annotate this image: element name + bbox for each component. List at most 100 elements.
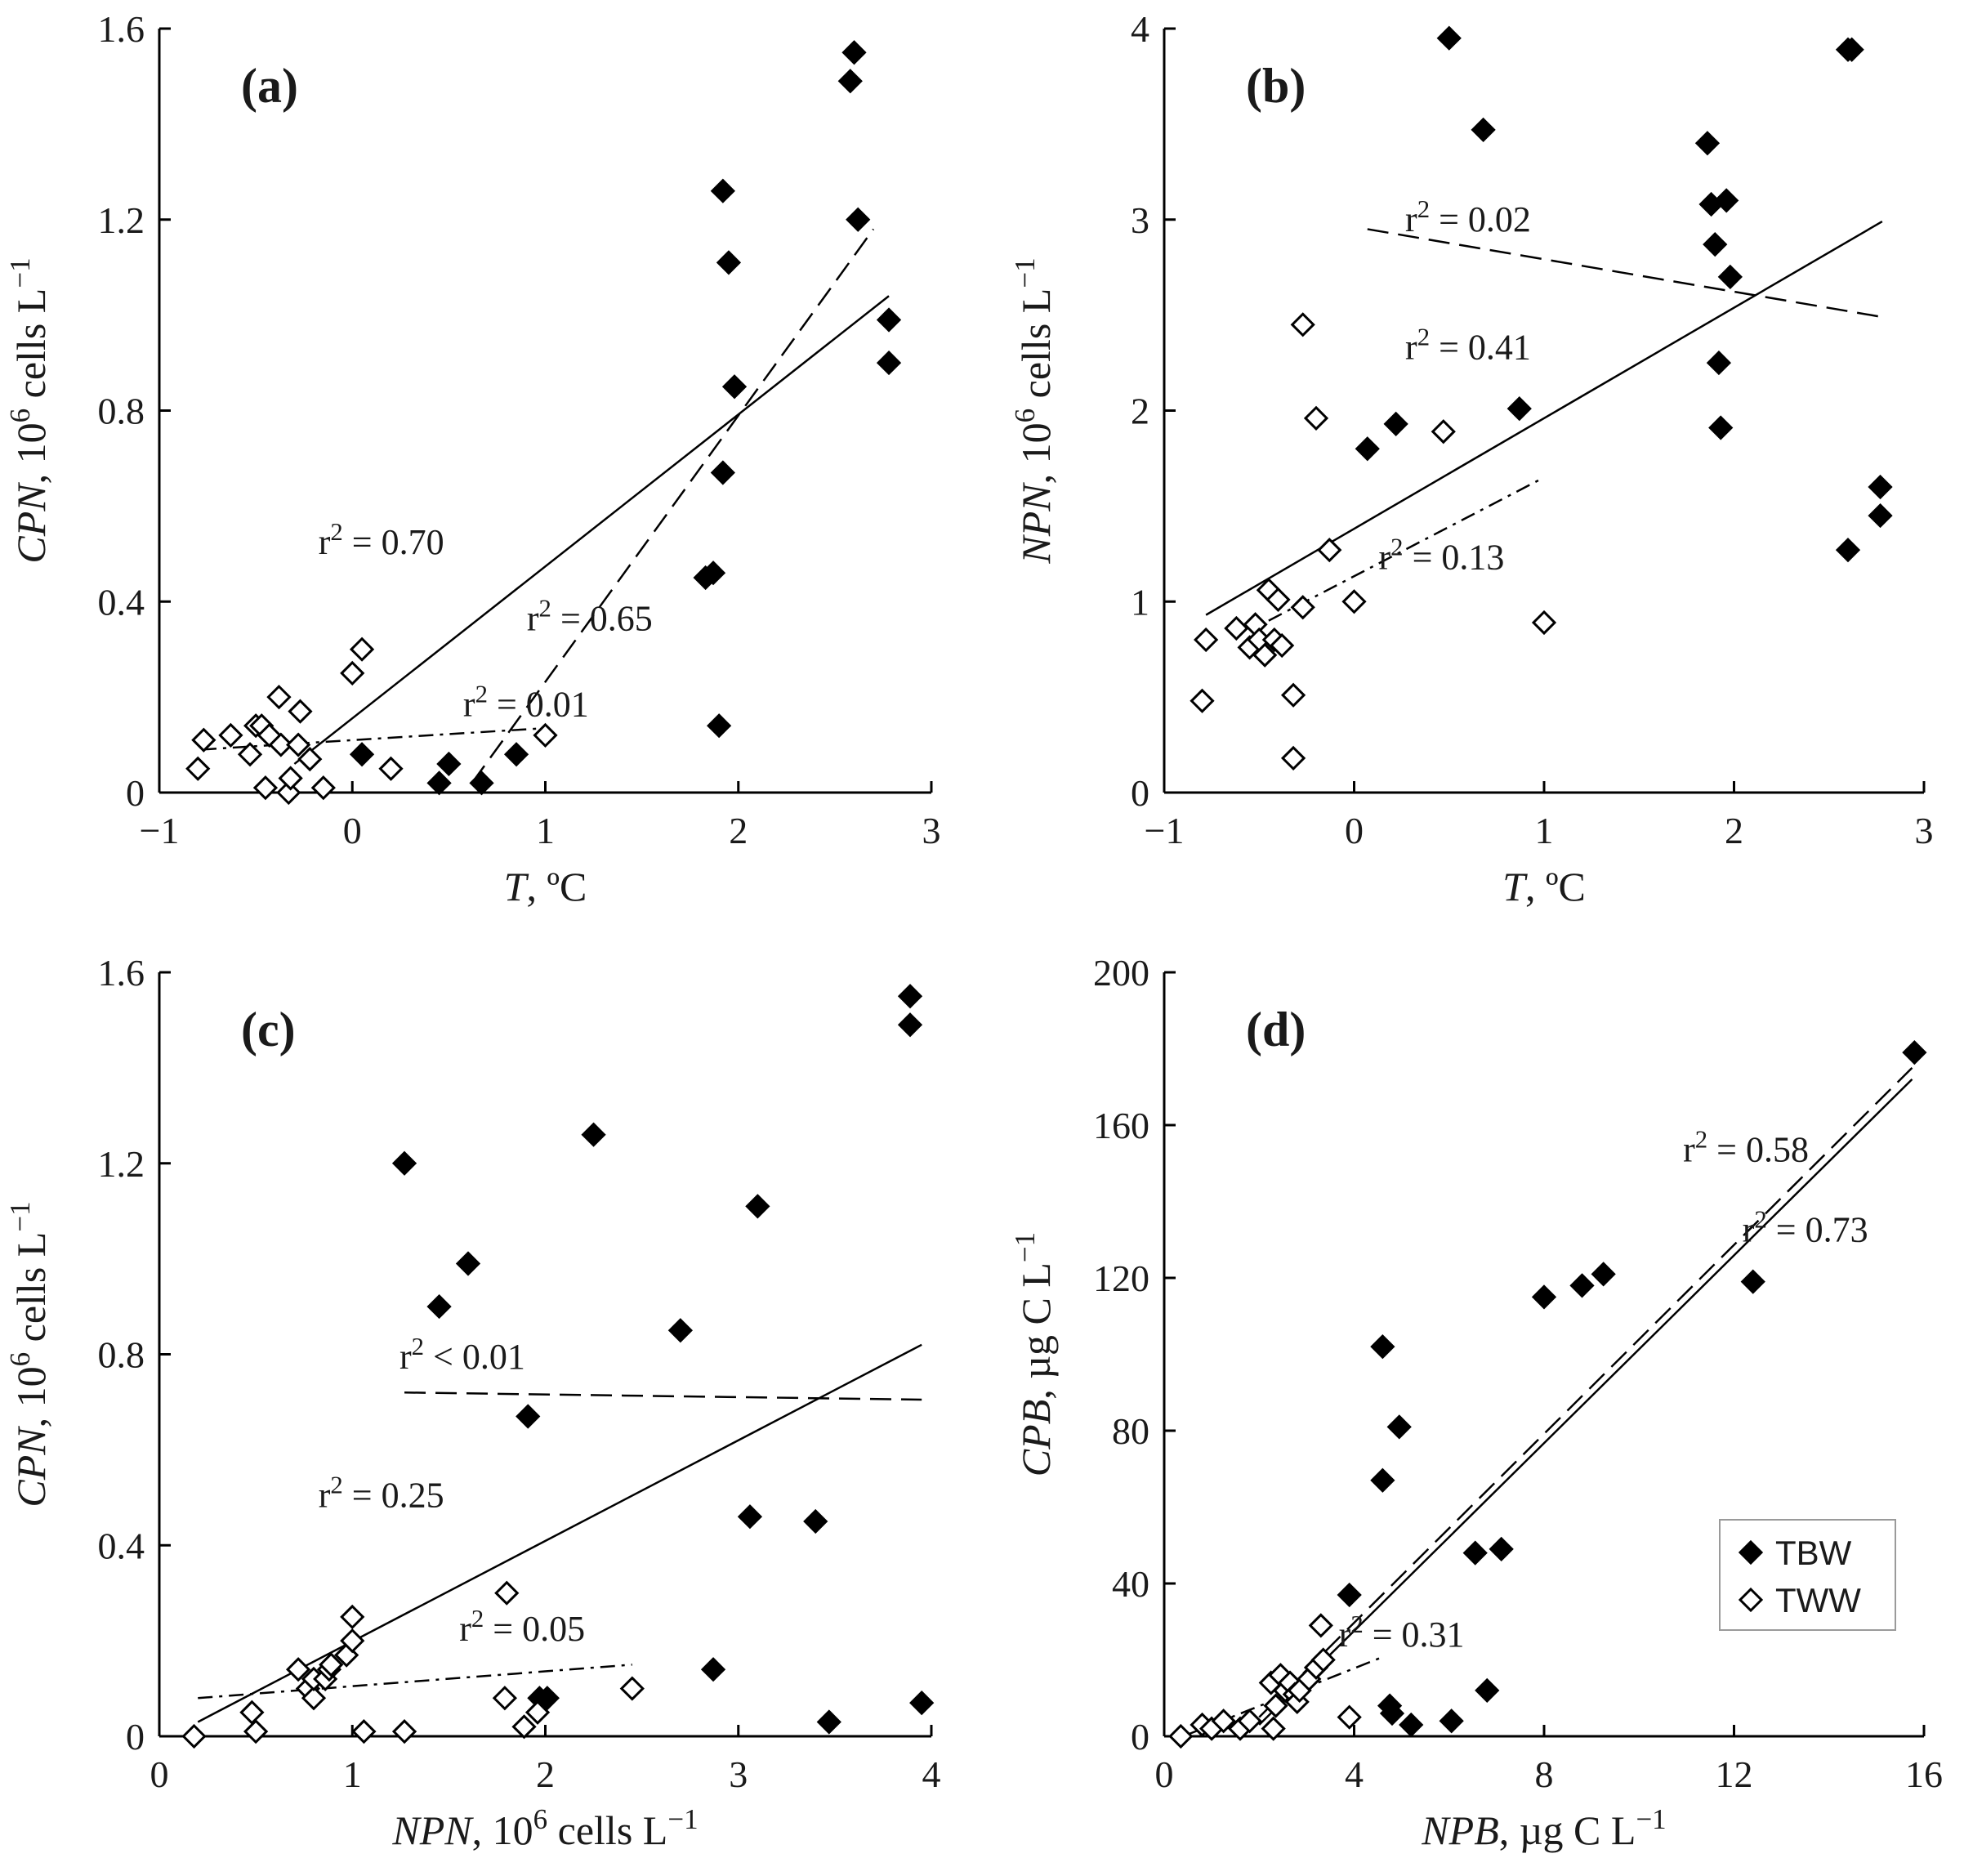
data-point-tbw <box>581 1122 606 1147</box>
x-axis-label: NPB, µg C L−1 <box>1421 1803 1666 1854</box>
data-point-tww <box>1263 1693 1288 1718</box>
data-point-tbw <box>837 69 863 94</box>
data-point-tbw <box>1399 1712 1424 1738</box>
fit-line-dashed <box>471 228 875 784</box>
x-tick-label: 2 <box>1725 810 1743 851</box>
data-point-tww <box>378 756 404 781</box>
y-tick-label: 1.6 <box>98 8 145 50</box>
data-point-tww <box>1337 1704 1362 1730</box>
data-point-tbw <box>1383 411 1408 436</box>
y-axis-label: CPN, 106 cells L−1 <box>4 257 55 563</box>
data-point-tww <box>310 775 336 801</box>
data-point-tww <box>1431 419 1456 444</box>
data-point-tww <box>340 1604 365 1630</box>
data-point-tbw <box>1569 1273 1595 1298</box>
fit-line-dashdot <box>198 1664 632 1700</box>
y-tick-label: 2 <box>1131 391 1149 432</box>
data-point-tww <box>288 699 313 724</box>
data-point-tww <box>349 636 375 662</box>
data-point-tbw <box>700 561 726 586</box>
data-point-tbw <box>737 1504 763 1530</box>
data-point-tww <box>181 1723 207 1749</box>
data-point-tww <box>1265 587 1291 613</box>
data-point-tww <box>1194 627 1219 653</box>
data-point-tww <box>494 1580 520 1606</box>
data-point-tbw <box>436 751 462 777</box>
y-tick-label: 160 <box>1093 1105 1149 1146</box>
data-point-tbw <box>716 250 742 275</box>
x-tick-label: 8 <box>1535 1753 1554 1795</box>
data-point-tww <box>1310 1647 1336 1673</box>
x-tick-label: 0 <box>150 1753 169 1795</box>
r2-label: r2 = 0.05 <box>459 1605 585 1649</box>
data-point-tbw <box>1370 1467 1395 1493</box>
data-point-tbw <box>1370 1334 1395 1360</box>
data-point-tbw <box>710 460 735 485</box>
data-point-tww <box>1211 1708 1236 1734</box>
data-point-tww <box>185 756 211 781</box>
panel-label: (c) <box>241 1003 296 1056</box>
x-tick-label: 0 <box>1155 1753 1174 1795</box>
data-point-tbw <box>1706 350 1732 376</box>
data-point-tww <box>1237 1708 1262 1734</box>
data-point-tww <box>278 766 303 791</box>
data-point-tbw <box>1355 436 1380 462</box>
data-point-tww <box>237 742 263 767</box>
data-point-tww <box>243 1719 269 1744</box>
data-point-tbw <box>1591 1262 1616 1287</box>
data-point-tbw <box>909 1690 935 1716</box>
fit-line-solid <box>1258 1079 1913 1726</box>
data-point-tww <box>285 732 311 757</box>
x-tick-label: −1 <box>1145 810 1185 851</box>
data-point-tww <box>319 1652 344 1677</box>
data-point-tww <box>1280 745 1306 771</box>
r2-label: r2 < 0.01 <box>399 1333 525 1377</box>
panel-label: (d) <box>1246 1003 1306 1056</box>
data-point-tbw <box>349 742 375 767</box>
fit-line-solid <box>293 295 890 765</box>
legend-label: TBW <box>1775 1534 1852 1572</box>
data-point-tww <box>1341 589 1367 614</box>
x-tick-label: 2 <box>729 810 748 851</box>
data-point-tww <box>266 685 292 710</box>
data-point-tww <box>1270 632 1295 659</box>
y-tick-label: 1.6 <box>98 952 145 994</box>
data-point-tbw <box>897 984 923 1009</box>
data-point-tww <box>1290 312 1315 337</box>
data-point-tww <box>239 1700 265 1725</box>
y-tick-label: 0.4 <box>98 1525 145 1566</box>
data-point-tww <box>511 1714 537 1740</box>
data-point-tbw <box>1868 502 1893 529</box>
y-tick-label: 1.2 <box>98 199 145 241</box>
y-tick-label: 0 <box>1131 1716 1149 1758</box>
data-point-tww <box>524 1700 551 1725</box>
data-point-tbw <box>1740 1269 1765 1294</box>
y-tick-label: 80 <box>1112 1410 1149 1452</box>
legend: TBW TWW <box>1719 1519 1896 1631</box>
data-point-tbw <box>503 742 529 767</box>
r2-label: r2 = 0.01 <box>463 681 589 725</box>
data-point-tbw <box>1489 1536 1514 1562</box>
data-point-tbw <box>897 1012 923 1038</box>
r2-label: r2 = 0.31 <box>1339 1610 1465 1655</box>
data-point-tbw <box>426 1293 452 1320</box>
data-point-tbw <box>455 1251 481 1276</box>
panel-label: (b) <box>1246 59 1306 113</box>
data-point-tww <box>276 779 301 806</box>
y-tick-label: 120 <box>1093 1257 1149 1299</box>
data-point-tbw <box>1439 1708 1464 1734</box>
y-tick-label: 0.8 <box>98 1334 145 1376</box>
data-point-tww <box>297 746 323 772</box>
data-point-tww <box>1190 688 1215 713</box>
x-tick-label: 4 <box>922 1753 941 1795</box>
y-tick-label: 0 <box>1131 772 1149 814</box>
data-point-tbw <box>816 1709 841 1735</box>
y-tick-label: 0.4 <box>98 581 145 623</box>
r2-label: r2 = 0.02 <box>1405 195 1531 239</box>
x-tick-label: 1 <box>343 1753 362 1795</box>
y-axis-label: NPN, 106 cells L−1 <box>1009 257 1060 564</box>
x-tick-label: 2 <box>536 1753 555 1795</box>
